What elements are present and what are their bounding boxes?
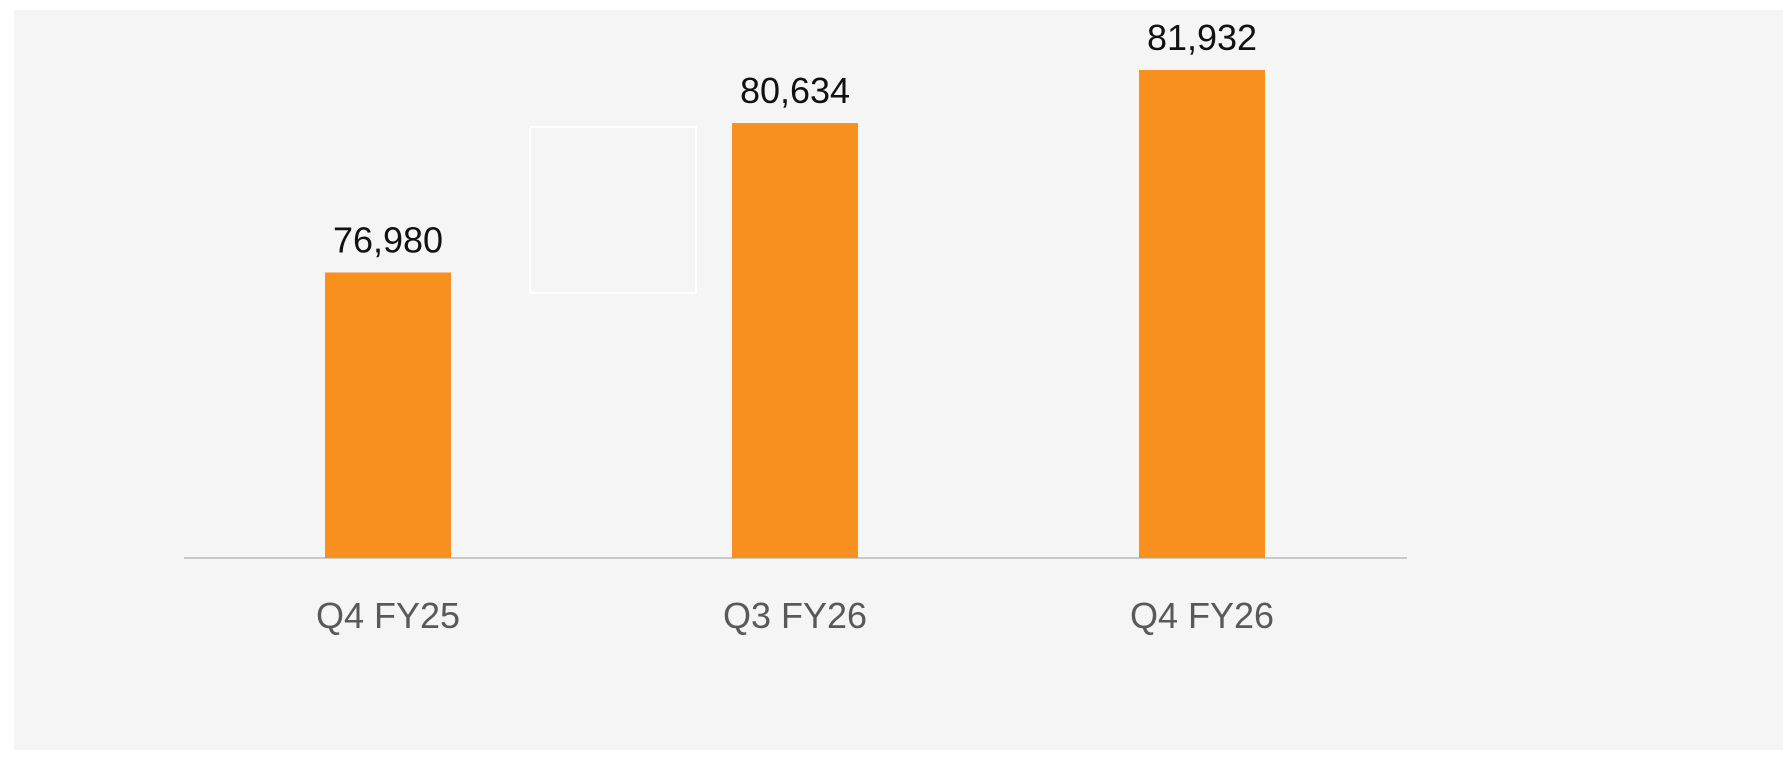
data-label-2: 80,634 <box>740 70 850 111</box>
data-label-3: 81,932 <box>1147 17 1257 58</box>
chart-panel: 76,980 Q4 FY25 80,634 Q3 FY26 81,932 Q4 FY26 <box>14 10 1783 750</box>
x-tick-label-3: Q4 FY26 <box>1130 595 1274 636</box>
x-tick-label-2: Q3 FY26 <box>723 595 867 636</box>
x-tick-label-1: Q4 FY25 <box>316 595 460 636</box>
bar-chart: 76,980 Q4 FY25 80,634 Q3 FY26 81,932 Q4 FY26 <box>184 17 1407 636</box>
bar-2 <box>732 123 858 558</box>
data-label-1: 76,980 <box>333 220 443 261</box>
bar-1 <box>325 272 451 558</box>
bar-3 <box>1139 69 1265 558</box>
blank-placeholder-box <box>529 126 697 294</box>
